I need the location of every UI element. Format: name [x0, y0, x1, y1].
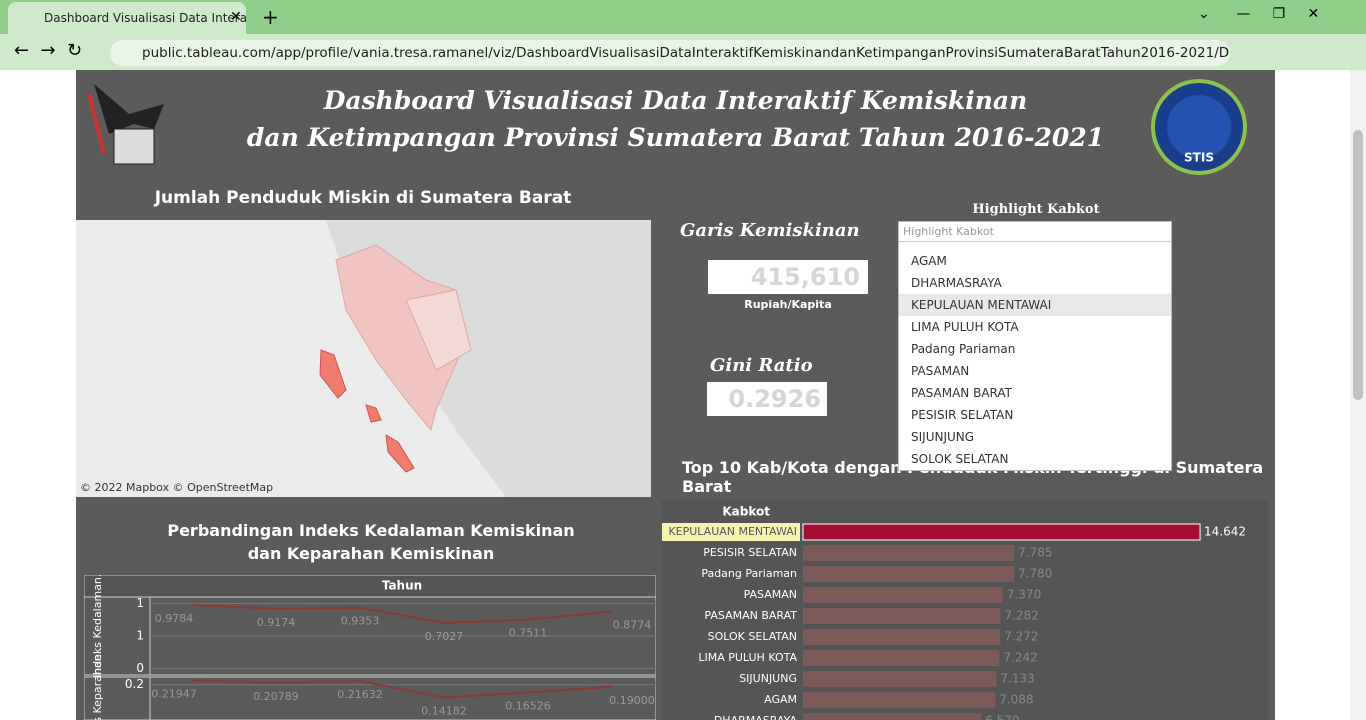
- y-tick-label: 1: [136, 629, 144, 643]
- filter-item[interactable]: PASAMAN: [911, 364, 970, 378]
- data-label: 0.7027: [425, 630, 464, 643]
- category-label: AGAM: [764, 693, 797, 706]
- category-label: PASAMAN BARAT: [704, 609, 797, 622]
- bar: [803, 545, 1015, 561]
- filter-item[interactable]: SIJUNJUNG: [911, 430, 975, 444]
- line-chart: Tahun Avg. Indeks Kedalaman... 1 1 0 0.9784 0.…: [84, 575, 656, 720]
- close-tab[interactable]: ✕: [230, 9, 242, 25]
- value-label: 7.133: [1000, 672, 1034, 686]
- value-label: 7.242: [1003, 651, 1037, 665]
- category-label: DHARMASRAYA: [714, 714, 798, 720]
- kpi-title: Gini Ratio: [710, 355, 813, 376]
- bar: [803, 566, 1014, 582]
- bar: [803, 713, 982, 720]
- y-tick-label: 0: [136, 661, 144, 675]
- axis-header: Kabkot: [722, 505, 770, 519]
- panel: [84, 676, 656, 720]
- logo-left: [87, 84, 164, 165]
- column-header: Tahun: [382, 579, 422, 593]
- category-label: LIMA PULUH KOTA: [698, 651, 797, 664]
- value-label: 7.272: [1004, 630, 1038, 644]
- filter-item[interactable]: SOLOK SELATAN: [911, 452, 1009, 466]
- value-label: 14.642: [1204, 525, 1246, 539]
- highlight: [662, 523, 800, 541]
- bar: [802, 523, 1201, 541]
- header-bg: [84, 575, 656, 598]
- data-label: 0.21632: [337, 688, 383, 701]
- filter-item[interactable]: LIMA PULUH KOTA: [911, 320, 1019, 334]
- value-label: 7.370: [1007, 588, 1041, 602]
- url-field[interactable]: public.tableau.com/app/profile/vania.tre…: [110, 40, 1230, 66]
- filter-item[interactable]: KEPULAUAN MENTAWAI: [899, 294, 1171, 316]
- bar: [803, 608, 1001, 624]
- y-tick-label: 0.2: [125, 677, 144, 691]
- map-attribution: © 2022 Mapbox © OpenStreetMap: [80, 481, 273, 494]
- window-controls[interactable]: ⌄ — ❐ ✕: [1198, 6, 1320, 22]
- dashboard-title: dan Ketimpangan Provinsi Sumatera Barat …: [246, 123, 1105, 152]
- scroll-thumb[interactable]: [1353, 130, 1363, 400]
- map-title: Jumlah Penduduk Miskin di Sumatera Barat: [154, 188, 572, 208]
- filter-item[interactable]: Padang Pariaman: [911, 342, 1016, 356]
- data-label: 0.9174: [257, 616, 296, 629]
- data-label: 0.9784: [155, 612, 194, 625]
- nav-buttons[interactable]: ← → ↻: [14, 40, 83, 61]
- bar: [803, 692, 996, 708]
- filter-label: Highlight Kabkot: [972, 202, 1100, 217]
- axis-label: Avg. Indeks Kedalaman...: [91, 575, 104, 705]
- data-label: 0.19000: [609, 694, 655, 707]
- line-title: Perbandingan Indeks Kedalaman Kemiskinan: [167, 521, 575, 540]
- filter-item[interactable]: PESISIR SELATAN: [911, 408, 1014, 422]
- category-label: KEPULAUAN MENTAWAI: [668, 525, 797, 538]
- line: [191, 603, 613, 624]
- kpi-title: Garis Kemiskinan: [680, 220, 860, 241]
- axis-label: Indeks Keparahan...: [91, 644, 104, 720]
- browser-tab[interactable]: Dashboard Visualisasi Data Intera: [8, 2, 246, 34]
- new-tab[interactable]: +: [262, 5, 279, 29]
- bar: [803, 650, 1000, 666]
- bar: [803, 671, 997, 687]
- category-label: PASAMAN: [744, 588, 797, 601]
- category-label: PESISIR SELATAN: [703, 546, 797, 559]
- line: [191, 679, 613, 699]
- line-title: dan Keparahan Kemiskinan: [247, 544, 495, 563]
- data-label: 0.21947: [151, 687, 197, 700]
- kpi-unit: Rupiah/Kapita: [744, 298, 832, 311]
- logo-text: STIS: [1184, 151, 1214, 165]
- logo-right: STIS: [1151, 79, 1247, 175]
- value-label: 7.780: [1018, 567, 1052, 581]
- kpi-value: 0.2926: [707, 382, 827, 416]
- dashboard-title: Dashboard Visualisasi Data Interaktif Ke…: [323, 86, 1028, 115]
- data-label: 0.9353: [341, 615, 380, 628]
- category-label: SOLOK SELATAN: [708, 630, 797, 643]
- value-label: 6.570: [985, 714, 1019, 720]
- data-label: 0.14182: [421, 705, 467, 718]
- bar: [803, 629, 1001, 645]
- filter-item[interactable]: PASAMAN BARAT: [911, 386, 1012, 400]
- filter-search[interactable]: Highlight Kabkot: [899, 222, 1171, 242]
- kpi-value: 415,610: [708, 260, 868, 294]
- map[interactable]: © 2022 Mapbox © OpenStreetMap: [76, 220, 651, 497]
- bar: [803, 587, 1003, 603]
- dashboard: Dashboard Visualisasi Data Interaktif Ke…: [76, 70, 1275, 720]
- filter-dropdown[interactable]: Highlight Kabkot AGAM DHARMASRAYA KEPULAUA…: [898, 221, 1172, 471]
- value-label: 7.785: [1018, 546, 1052, 560]
- category-label: Padang Pariaman: [701, 567, 797, 580]
- tab-strip: Dashboard Visualisasi Data Intera ✕ + ⌄ …: [0, 0, 1366, 34]
- data-label: 0.8774: [613, 618, 652, 631]
- filter-item[interactable]: DHARMASRAYA: [911, 276, 1002, 290]
- value-label: 7.282: [1004, 609, 1038, 623]
- filter-item[interactable]: AGAM: [911, 254, 947, 268]
- bar-chart: Kabkot KEPULAUAN MENTAWAI 14.642 PESISIR SE…: [662, 505, 1246, 720]
- data-label: 0.16526: [505, 699, 551, 712]
- data-label: 0.20789: [253, 690, 299, 703]
- data-label: 0.7511: [509, 627, 548, 640]
- y-tick-label: 1: [136, 596, 144, 610]
- category-label: SIJUNJUNG: [739, 672, 797, 685]
- value-label: 7.088: [999, 693, 1033, 707]
